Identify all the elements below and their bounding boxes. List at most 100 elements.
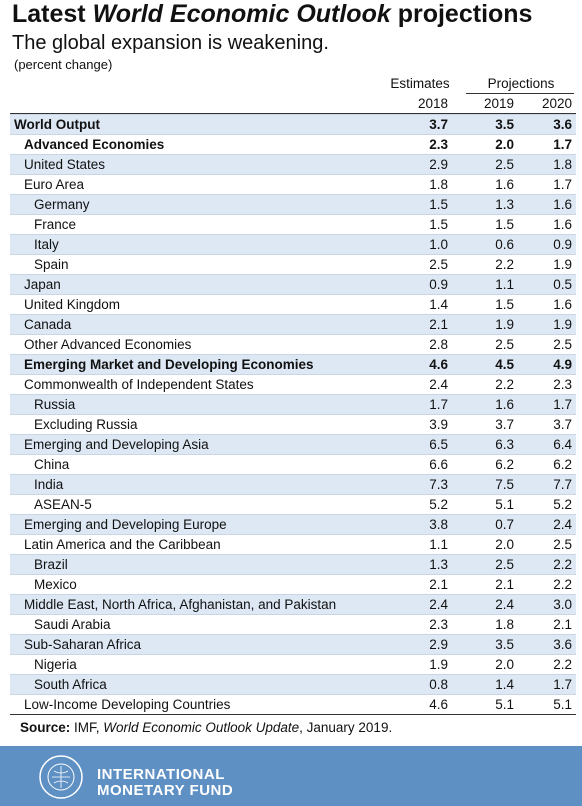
row-label: Emerging and Developing Europe (24, 517, 227, 532)
subtitle: The global expansion is weakening. (12, 32, 329, 54)
row-label: China (34, 457, 70, 472)
value-cell: 1.4 (495, 677, 514, 692)
value-cell: 1.6 (553, 197, 572, 212)
row-label: United States (24, 157, 106, 172)
value-cell: 2.9 (429, 637, 448, 652)
value-cell: 1.4 (429, 297, 448, 312)
value-cell: 1.6 (495, 177, 514, 192)
table-row: Nigeria 1.9 2.0 2.2 (10, 654, 576, 674)
value-cell: 1.8 (553, 157, 572, 172)
table-row: Other Advanced Economies 2.8 2.5 2.5 (10, 334, 576, 354)
value-cell: 1.3 (495, 197, 514, 212)
table-row: Russia 1.7 1.6 1.7 (10, 394, 576, 414)
row-label: Canada (24, 317, 72, 332)
table-row: Emerging and Developing Asia 6.5 6.3 6.4 (10, 434, 576, 454)
row-label: Middle East, North Africa, Afghanistan, … (24, 597, 337, 612)
value-cell: 3.7 (429, 117, 448, 132)
value-cell: 2.3 (429, 137, 448, 152)
value-cell: 2.1 (495, 577, 514, 592)
value-cell: 6.2 (553, 457, 572, 472)
title: Latest World Economic Outlook projection… (12, 0, 532, 29)
value-cell: 1.5 (495, 217, 514, 232)
value-cell: 3.6 (553, 637, 572, 652)
value-cell: 1.5 (429, 197, 448, 212)
row-label: Russia (34, 397, 76, 412)
row-label: Emerging Market and Developing Economies (24, 357, 314, 372)
table-row: Saudi Arabia 2.3 1.8 2.1 (10, 614, 576, 634)
value-cell: 1.6 (553, 217, 572, 232)
value-cell: 2.5 (495, 337, 514, 352)
row-label: Commonwealth of Independent States (24, 377, 254, 392)
value-cell: 2.3 (553, 377, 572, 392)
value-cell: 2.0 (495, 657, 514, 672)
header-rule (10, 113, 576, 115)
year-header: 2019 (483, 96, 514, 111)
row-label: Saudi Arabia (34, 617, 111, 632)
row-label: South Africa (34, 677, 107, 692)
table-row: Mexico 2.1 2.1 2.2 (10, 574, 576, 594)
table-row: United States 2.9 2.5 1.8 (10, 154, 576, 174)
table-row: France 1.5 1.5 1.6 (10, 214, 576, 234)
value-cell: 6.2 (495, 457, 514, 472)
year-header: 2018 (417, 96, 448, 111)
table-row: World Output 3.7 3.5 3.6 (10, 114, 576, 134)
value-cell: 1.1 (495, 277, 514, 292)
source-publication: World Economic Outlook Update (103, 720, 300, 735)
row-label: Spain (34, 257, 69, 272)
table-row: Middle East, North Africa, Afghanistan, … (10, 594, 576, 614)
row-label: Euro Area (24, 177, 85, 192)
value-cell: 1.9 (495, 317, 514, 332)
source-org: IMF, (74, 720, 100, 735)
value-cell: 2.2 (553, 577, 572, 592)
value-cell: 6.4 (553, 437, 572, 452)
value-cell: 2.5 (429, 257, 448, 272)
table-row: South Africa 0.8 1.4 1.7 (10, 674, 576, 694)
row-label: France (34, 217, 77, 232)
value-cell: 1.7 (553, 177, 572, 192)
title-suffix: projections (397, 0, 533, 28)
row-label: Other Advanced Economies (24, 337, 192, 352)
value-cell: 2.0 (495, 537, 514, 552)
value-cell: 0.9 (429, 277, 448, 292)
footer-line2: MONETARY FUND (97, 782, 234, 799)
value-cell: 1.8 (495, 617, 514, 632)
row-label: ASEAN-5 (34, 497, 92, 512)
value-cell: 4.6 (429, 697, 448, 712)
row-label: Germany (34, 197, 90, 212)
row-label: Brazil (34, 557, 68, 572)
table-row: Emerging Market and Developing Economies… (10, 354, 576, 374)
value-cell: 2.1 (553, 617, 572, 632)
source-date: , January 2019. (299, 720, 393, 735)
value-cell: 6.3 (495, 437, 514, 452)
value-cell: 3.7 (553, 417, 572, 432)
value-cell: 1.3 (429, 557, 448, 572)
table: Estimates Projections 2018 2019 2020 World Ou… (10, 74, 576, 744)
value-cell: 2.9 (429, 157, 448, 172)
value-cell: 2.4 (495, 597, 514, 612)
value-cell: 0.8 (429, 677, 448, 692)
row-label: Advanced Economies (24, 137, 165, 152)
row-label: India (34, 477, 64, 492)
imf-logo (39, 755, 83, 799)
table-row: India 7.3 7.5 7.7 (10, 474, 576, 494)
value-cell: 2.0 (495, 137, 514, 152)
value-cell: 3.5 (495, 637, 514, 652)
value-cell: 1.9 (553, 317, 572, 332)
title-italic: World Economic Outlook (92, 0, 391, 28)
value-cell: 6.5 (429, 437, 448, 452)
header-row: 2018 2019 2020 (10, 94, 576, 114)
row-label: Japan (24, 277, 61, 292)
table-row: Advanced Economies 2.3 2.0 1.7 (10, 134, 576, 154)
row-label: Excluding Russia (34, 417, 138, 432)
table-row: Commonwealth of Independent States 2.4 2.2… (10, 374, 576, 394)
table-row: China 6.6 6.2 6.2 (10, 454, 576, 474)
value-cell: 2.4 (429, 377, 448, 392)
row-label: Low-Income Developing Countries (24, 697, 231, 712)
table-row: Latin America and the Caribbean 1.1 2.0 2.5 (10, 534, 576, 554)
value-cell: 4.5 (495, 357, 514, 372)
row-label: Emerging and Developing Asia (24, 437, 209, 452)
value-cell: 3.0 (553, 597, 572, 612)
table-row: Italy 1.0 0.6 0.9 (10, 234, 576, 254)
value-cell: 1.1 (429, 537, 448, 552)
